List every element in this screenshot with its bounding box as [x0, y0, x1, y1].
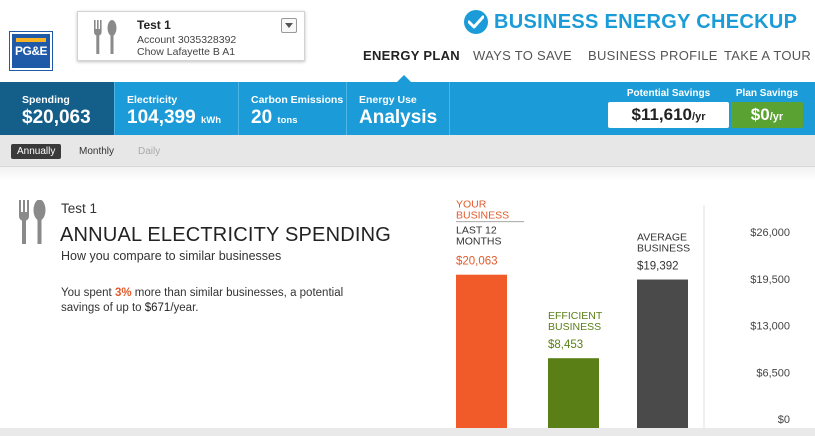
active-nav-pointer [397, 75, 411, 82]
account-selector[interactable]: Test 1 Account 3035328392 Chow Lafayette… [77, 11, 305, 61]
header: PG&E Test 1 Account 3035328392 Chow Lafa… [0, 0, 815, 82]
bar-name-line-0-1: BUSINESS [456, 210, 509, 222]
plan-savings[interactable]: Plan Savings $0/yr [731, 86, 803, 132]
metric-carbon-value: 20 [251, 107, 273, 128]
checkmark-circle-icon [464, 10, 488, 34]
summary-text-2: more than similar businesses, a potentia… [61, 287, 344, 314]
bar-name-line-2-1: BUSINESS [637, 243, 690, 255]
metric-spending[interactable]: Spending $20,063 [0, 82, 115, 135]
business-name: Test 1 [61, 201, 98, 216]
nav-ways-to-save[interactable]: WAYS TO SAVE [473, 48, 572, 63]
chevron-down-icon[interactable] [281, 18, 297, 33]
y-tick-label-1: $6,500 [756, 367, 790, 379]
tab-daily[interactable]: Daily [138, 146, 161, 157]
metric-spending-label: Spending [22, 94, 70, 106]
fork-knife-icon [92, 20, 120, 59]
bottom-edge [0, 428, 815, 436]
logo-accent [16, 38, 46, 42]
metric-energy-use-label: Energy Use [359, 94, 417, 106]
tab-monthly[interactable]: Monthly [79, 146, 115, 157]
bar-name-line-0-0: YOUR [456, 199, 487, 211]
bar-value-label-2: $19,392 [637, 261, 679, 273]
plan-savings-box: $0/yr [731, 102, 803, 128]
metric-electricity-value-wrap: 104,399 kWh [127, 107, 221, 129]
bar-2 [637, 279, 688, 436]
summary-text-1: You spent [61, 287, 115, 299]
metric-carbon-unit: tons [277, 115, 298, 126]
bar-name-line-2-0: AVERAGE [637, 232, 687, 244]
plan-savings-value: $0 [750, 105, 770, 124]
bar-name-line-0-3: MONTHS [456, 236, 502, 248]
y-tick-label-3: $19,500 [750, 274, 790, 286]
spending-comparison-chart: $0 $6,500 $13,000 $19,500 $26,000 $20,063 YOUR… [404, 199, 815, 436]
metric-energy-use[interactable]: Energy Use Analysis [347, 82, 450, 135]
summary-text-3: /year. [170, 302, 199, 314]
metric-energy-use-value: Analysis [359, 107, 438, 128]
y-tick-label-4: $26,000 [750, 227, 790, 239]
potential-savings-label: Potential Savings [626, 88, 711, 99]
metric-carbon[interactable]: Carbon Emissions 20 tons [239, 82, 347, 135]
bar-name-line-1-0: EFFICIENT [548, 310, 603, 322]
bar-value-label-1: $8,453 [548, 339, 583, 351]
fork-knife-icon [18, 199, 48, 249]
metric-electricity[interactable]: Electricity 104,399 kWh [115, 82, 239, 135]
potential-savings-box: $11,610/yr [608, 102, 729, 128]
potential-savings-unit: /yr [692, 111, 706, 123]
period-tabs: Annually Monthly Daily [0, 135, 815, 167]
metric-electricity-value: 104,399 [127, 107, 196, 128]
page-subtitle: How you compare to similar businesses [61, 249, 282, 263]
plan-savings-unit: /yr [769, 111, 784, 123]
account-number: Account 3035328392 [137, 34, 237, 46]
summary-percent: 3% [114, 287, 132, 299]
account-location: Chow Lafayette B A1 [137, 46, 236, 58]
logo-text: PG&E [14, 44, 48, 58]
tab-annually[interactable]: Annually [11, 144, 62, 159]
app-title: BUSINESS ENERGY CHECKUP [494, 11, 798, 33]
metric-spending-value: $20,063 [22, 107, 91, 128]
section-divider [0, 167, 815, 181]
metric-electricity-unit: kWh [200, 115, 222, 126]
bar-value-label-0: $20,063 [456, 256, 498, 268]
chart-svg: $0 $6,500 $13,000 $19,500 $26,000 $20,063 YOUR… [456, 199, 790, 436]
bar-name-line-1-1: BUSINESS [548, 321, 601, 333]
metrics-bar: Spending $20,063 Electricity 104,399 kWh… [0, 82, 815, 135]
metric-carbon-value-wrap: 20 tons [251, 107, 297, 129]
page-title: ANNUAL ELECTRICITY SPENDING [60, 224, 392, 246]
spending-summary: You spent 3% more than similar businesse… [61, 286, 381, 316]
account-name: Test 1 [137, 18, 171, 32]
bar-1 [548, 358, 599, 436]
nav-energy-plan[interactable]: ENERGY PLAN [363, 48, 460, 63]
bar-0 [456, 274, 507, 436]
metric-carbon-label: Carbon Emissions [251, 94, 344, 106]
nav-take-a-tour[interactable]: TAKE A TOUR [724, 48, 812, 63]
y-tick-label-2: $13,000 [750, 321, 790, 333]
y-tick-label-0: $0 [778, 414, 790, 426]
plan-savings-label: Plan Savings [735, 88, 799, 99]
potential-savings[interactable]: Potential Savings $11,610/yr [608, 86, 729, 132]
bar-name-line-0-2: LAST 12 [456, 225, 497, 237]
pge-logo[interactable]: PG&E [10, 32, 52, 70]
metric-electricity-label: Electricity [127, 94, 178, 106]
potential-savings-value: $11,610 [631, 105, 693, 124]
summary-amount: $671 [144, 302, 171, 314]
nav-business-profile[interactable]: BUSINESS PROFILE [588, 48, 718, 63]
